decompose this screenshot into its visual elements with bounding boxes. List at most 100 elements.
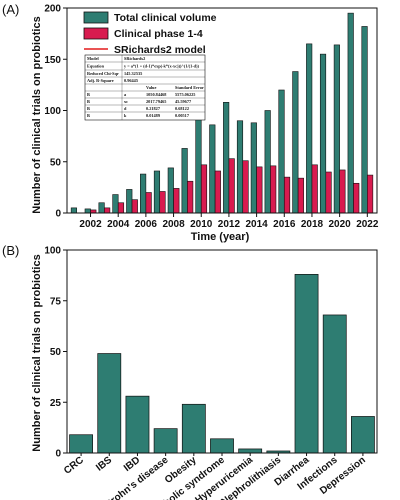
panel-a-xlabel: Time (year) (191, 231, 250, 243)
panel-a-xtick-label: 2004 (107, 219, 130, 230)
bar-clinical-phase (339, 169, 346, 214)
bar-total-clinical-volume (98, 202, 105, 214)
bar-total-clinical-volume (306, 43, 313, 214)
bar-category (97, 353, 122, 454)
panel-a-xtick-label: 2006 (135, 219, 158, 230)
inset-p3-value: 0.01489 (146, 113, 160, 118)
bar-category (294, 274, 319, 454)
inset-row-chi-val: 145.32535 (124, 71, 142, 76)
bar-clinical-phase (104, 207, 111, 214)
inset-p2-name: d (124, 106, 127, 111)
panel-b-ytick-label: 100 (44, 246, 61, 257)
panel-b-category-label: IBS (94, 454, 114, 473)
inset-row-model-key: Model (87, 56, 100, 61)
inset-fit-table: Model SRichards2 Equation y = a*(1 + (d-… (84, 54, 206, 121)
bar-total-clinical-volume (209, 124, 216, 214)
bar-clinical-phase (325, 171, 332, 214)
panel-b-ylabel: Number of clinical trials on probiotics (31, 254, 43, 451)
bar-total-clinical-volume (112, 194, 119, 214)
inset-p0-value: 1050.84468 (146, 92, 166, 97)
panel-a-xtick-label: 2016 (273, 219, 296, 230)
bar-category (69, 434, 93, 454)
panel-a-frame (66, 7, 378, 214)
bar-category (238, 448, 263, 454)
bar-clinical-phase (117, 202, 125, 214)
inset-header-value: Value (146, 85, 156, 90)
bar-clinical-phase (173, 188, 180, 214)
inset-p2-se: 0.68122 (175, 106, 189, 111)
inset-p3-se: 0.00517 (175, 113, 190, 118)
bar-clinical-phase (311, 164, 318, 214)
bar-clinical-phase (270, 165, 277, 214)
bar-total-clinical-volume (292, 71, 299, 214)
panel-a-xtick-label: 2022 (356, 219, 379, 230)
inset-p1-se: 45.59677 (175, 99, 192, 104)
panel-a-xtick-label: 2002 (79, 219, 102, 230)
panel-a-xtick-label: 2012 (218, 219, 241, 230)
inset-p1-b: B (87, 99, 90, 104)
inset-p3-b: B (87, 113, 90, 118)
panel-a-label: (A) (2, 2, 19, 17)
bar-clinical-phase (200, 164, 208, 214)
panel-a-ylabel: Number of clinical trials on probiotics (31, 16, 43, 213)
panel-a-xtick-label: 2020 (329, 219, 352, 230)
inset-row-chi-key: Reduced Chi-Sqr (87, 71, 119, 76)
bar-total-clinical-volume (126, 189, 133, 214)
bar-total-clinical-volume (319, 53, 327, 214)
bar-clinical-phase (353, 182, 360, 214)
bar-total-clinical-volume (181, 148, 188, 214)
panel-b-ytick-label: 75 (50, 296, 62, 307)
bar-total-clinical-volume (140, 173, 147, 214)
bar-total-clinical-volume (361, 26, 368, 214)
bar-total-clinical-volume (223, 102, 230, 214)
inset-p0-b: B (87, 92, 90, 97)
legend-swatch-total (83, 11, 109, 24)
bar-clinical-phase (242, 160, 249, 214)
bar-clinical-phase (367, 174, 374, 214)
legend-label-phase: Clinical phase 1-4 (114, 28, 203, 40)
inset-p3-name: k (124, 113, 127, 118)
panel-a-xtick-label: 2010 (190, 219, 213, 230)
bar-category (153, 428, 178, 454)
bar-clinical-phase (228, 158, 235, 214)
panel-b-category-label: IBD (122, 455, 142, 474)
bar-total-clinical-volume (278, 89, 285, 214)
inset-row-eq-val: y = a*(1 + (d-1)*exp(-k*(x-xc)))^(1/(1-d… (124, 64, 200, 69)
panel-a-xtick-label: 2014 (245, 219, 268, 230)
inset-p2-value: 0.21827 (146, 106, 161, 111)
bar-total-clinical-volume (347, 12, 354, 214)
bar-category (181, 403, 206, 454)
inset-header-se: Standard Error (175, 85, 204, 90)
bar-clinical-phase (187, 180, 194, 214)
bar-total-clinical-volume (153, 170, 161, 214)
bar-clinical-phase (159, 191, 166, 214)
bar-total-clinical-volume (70, 207, 77, 214)
panel-a-xtick-label: 2008 (162, 219, 185, 230)
panel-a-ytick-label: 100 (44, 106, 61, 117)
inset-table-bg (84, 54, 206, 121)
panel-b-ytick-label: 25 (50, 398, 62, 409)
bar-clinical-phase (145, 192, 152, 214)
legend-swatch-phase (83, 27, 109, 40)
panel-b-label: (B) (2, 243, 19, 258)
bar-category (125, 395, 150, 454)
bar-total-clinical-volume (264, 110, 271, 214)
inset-p1-value: 2017.79465 (146, 99, 166, 104)
legend-label-fit: SRichards2 model (114, 44, 206, 56)
panel-a-xtick-label: 2018 (301, 219, 324, 230)
panel-b-frame (66, 249, 378, 454)
bar-category (351, 416, 375, 454)
bar-total-clinical-volume (167, 167, 174, 214)
bar-total-clinical-volume (84, 208, 91, 214)
panel-a-ytick-label: 0 (55, 209, 61, 220)
inset-p0-name: a (124, 92, 127, 97)
inset-row-r2-val: 0.96445 (124, 78, 138, 83)
panel-b-ytick-label: 0 (55, 449, 61, 460)
bar-total-clinical-volume (236, 120, 244, 214)
panel-a-ytick-label: 200 (44, 4, 61, 15)
panel-a-ytick-label: 150 (44, 55, 61, 66)
panel-a-legend: Total clinical volume Clinical phase 1-4… (83, 11, 217, 56)
bar-clinical-phase (256, 166, 263, 214)
bar-total-clinical-volume (195, 115, 202, 214)
